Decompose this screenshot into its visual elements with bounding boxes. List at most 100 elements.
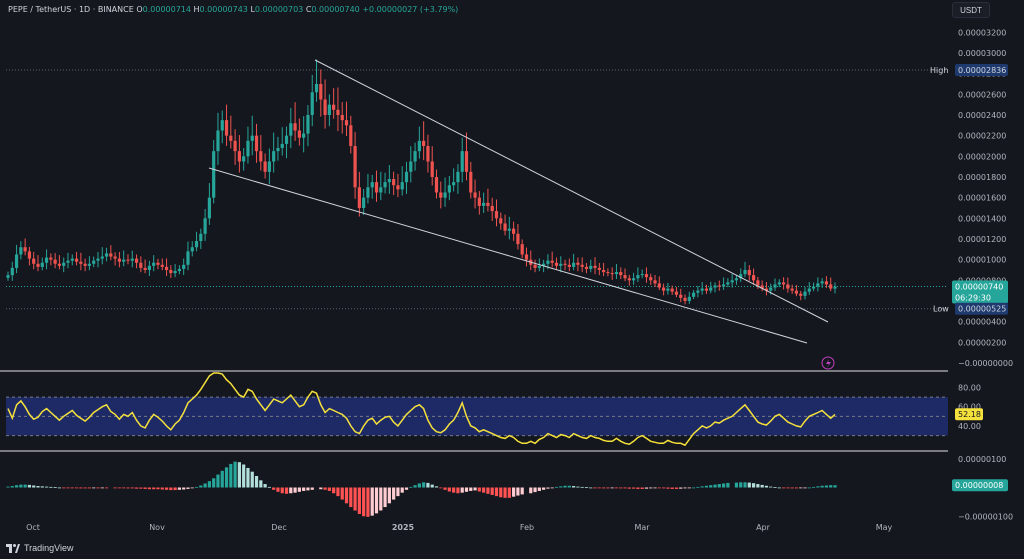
candle-body	[349, 125, 353, 146]
osc-bar	[272, 487, 276, 490]
osc-bar	[237, 462, 241, 488]
osc-bar	[220, 470, 224, 488]
candle-body	[696, 290, 700, 293]
candle-body	[57, 263, 62, 266]
osc-bar	[164, 487, 169, 490]
osc-bar	[542, 487, 546, 490]
candle-body	[392, 179, 396, 186]
price-tick-label: 0.00001400	[958, 214, 1006, 223]
osc-bar	[644, 487, 649, 489]
osc-bar	[602, 487, 606, 489]
osc-bar	[443, 487, 447, 490]
osc-bar	[182, 487, 186, 490]
osc-bar	[74, 487, 79, 489]
osc-bar	[610, 487, 614, 489]
candle-body	[224, 120, 229, 136]
candle-body	[49, 257, 53, 260]
osc-bar	[786, 487, 790, 489]
osc-bar	[379, 487, 383, 511]
currency-button[interactable]: USDT	[952, 2, 990, 18]
candle-body	[374, 182, 379, 193]
alert-icon	[821, 356, 835, 370]
osc-bar	[340, 487, 344, 500]
candle-body	[807, 288, 811, 292]
candle-body	[614, 272, 619, 275]
candle-body	[104, 253, 109, 257]
osc-bar	[323, 487, 327, 490]
candle-body	[293, 123, 297, 131]
osc-bar	[777, 487, 781, 489]
candle-body	[550, 260, 554, 263]
osc-bar	[700, 486, 704, 488]
candle-body	[220, 120, 224, 131]
candle-body	[670, 288, 674, 292]
osc-bar	[344, 487, 349, 504]
price-tick-label: 0.00001600	[958, 194, 1006, 203]
candle-body	[229, 135, 233, 141]
candle-body	[464, 151, 469, 172]
candle-body	[284, 135, 289, 144]
osc-bar	[57, 487, 62, 489]
osc-bar	[636, 487, 640, 489]
low-value: 0.00000703	[254, 5, 304, 14]
tradingview-label: TradingView	[24, 543, 74, 553]
osc-bar	[824, 485, 829, 488]
candle-body	[267, 161, 271, 172]
osc-bar	[147, 487, 152, 490]
osc-bar	[679, 487, 683, 489]
osc-bar	[434, 486, 439, 488]
candle-body	[14, 254, 19, 268]
tradingview-logo[interactable]: TradingView	[6, 543, 74, 553]
candle-body	[709, 287, 713, 291]
osc-bar	[816, 486, 820, 488]
osc-bar	[717, 484, 721, 488]
candle-body	[619, 272, 623, 276]
osc-bar	[494, 487, 499, 497]
price-tick-label: 0.00001800	[958, 173, 1006, 182]
osc-bar	[482, 487, 486, 493]
time-tick-label: 2025	[392, 523, 415, 532]
osc-bar	[486, 487, 490, 494]
candle-body	[62, 262, 66, 266]
rsi-value-box	[955, 408, 983, 421]
osc-bar	[23, 484, 27, 488]
osc-bar	[207, 481, 211, 488]
candle-body	[572, 262, 576, 267]
candle-body	[74, 258, 79, 262]
candle-body	[156, 262, 160, 265]
candle-body	[662, 287, 666, 291]
osc-value-box	[952, 479, 1008, 492]
symbol-name[interactable]: PEPE / TetherUS · 1D · BINANCE	[8, 5, 134, 14]
candle-body	[713, 285, 717, 288]
candle-body	[739, 274, 743, 279]
high-label: High	[930, 66, 948, 75]
osc-bar	[92, 487, 96, 489]
osc-bar	[567, 485, 571, 488]
candle-body	[824, 281, 829, 285]
osc-bar	[392, 487, 396, 500]
candle-body	[679, 294, 683, 298]
candle-body	[494, 211, 499, 219]
time-tick-label: Dec	[271, 523, 286, 532]
osc-bar	[297, 487, 301, 492]
osc-bar	[349, 487, 353, 508]
price-tick-label: 0.00002200	[958, 132, 1006, 141]
osc-bar	[503, 487, 507, 498]
candle-body	[439, 192, 443, 198]
osc-bar	[66, 487, 70, 489]
candle-body	[803, 291, 807, 296]
osc-bar	[383, 487, 387, 508]
candle-body	[10, 267, 14, 276]
candle-body	[799, 293, 803, 296]
osc-bar	[53, 487, 57, 489]
candle-body	[23, 247, 27, 252]
osc-tick-label: 0.00000100	[958, 455, 1006, 464]
candle-body	[576, 262, 580, 265]
osc-bar	[477, 487, 481, 492]
osc-bar	[426, 482, 430, 488]
osc-bar	[332, 487, 336, 494]
osc-bar	[36, 486, 40, 488]
tradingview-logo-icon	[6, 543, 20, 553]
osc-bar	[254, 476, 259, 488]
